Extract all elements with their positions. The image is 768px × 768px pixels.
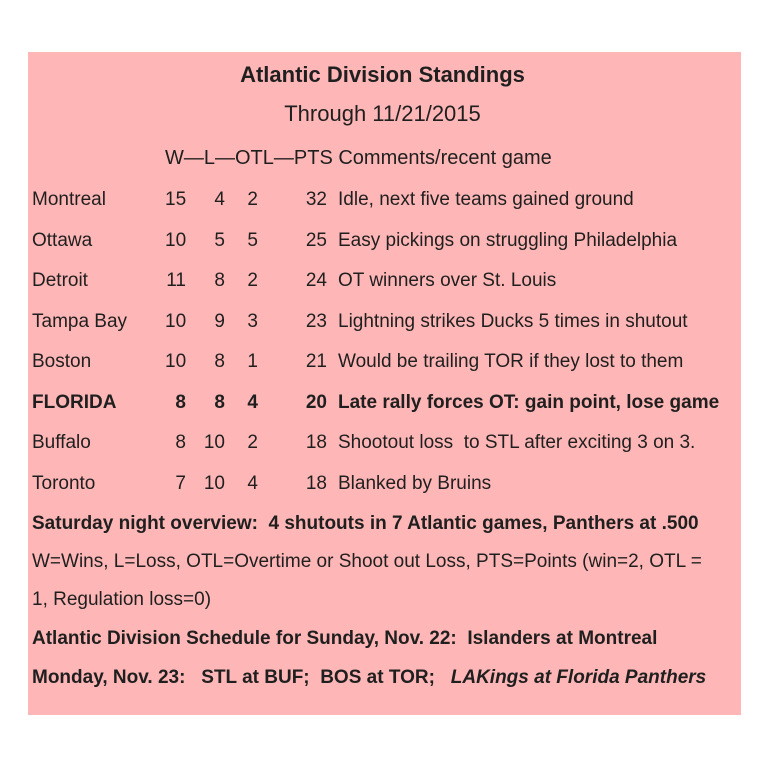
otl-value: 4 [247, 391, 258, 413]
comment-text: Lightning strikes Ducks 5 times in shuto… [338, 310, 688, 332]
losses-value: 9 [214, 310, 225, 332]
points-value: 32 [305, 189, 327, 211]
wins-value: 10 [165, 351, 187, 373]
comment-text: Idle, next five teams gained ground [338, 189, 634, 211]
wins-value: 10 [165, 310, 187, 332]
comment-text: Easy pickings on struggling Philadelphia [338, 229, 678, 251]
abbreviation-legend: W=Wins, L=Loss, OTL=Overtime or Shoot ou… [32, 551, 702, 610]
team-name: Ottawa [32, 229, 93, 251]
wins-value: 7 [175, 472, 186, 494]
standings-row: Toronto 7 10 4 18 Blanked by Bruins [32, 464, 733, 505]
otl-value: 4 [247, 472, 258, 494]
points-value: 20 [305, 391, 327, 413]
monday-schedule-note: Monday, Nov. 23: STL at BUF; BOS at TOR;… [32, 658, 733, 697]
monday-schedule-italic-text: LAKings at Florida Panthers [450, 667, 707, 688]
monday-schedule-text: Monday, Nov. 23: STL at BUF; BOS at TOR; [32, 667, 451, 688]
comment-text: OT winners over St. Louis [338, 270, 557, 292]
losses-value: 8 [214, 391, 225, 413]
otl-value: 5 [247, 229, 258, 251]
date-subtitle: Through 11/21/2015 [284, 101, 481, 126]
otl-value: 2 [247, 270, 258, 292]
wins-value: 11 [166, 270, 186, 292]
standings-row: Tampa Bay 10 9 3 23 Lightning strikes Du… [32, 302, 733, 343]
saturday-overview-note: Saturday night overview: 4 shutouts in 7… [32, 513, 699, 534]
team-name: Detroit [32, 270, 88, 292]
wins-value: 8 [175, 432, 186, 454]
points-value: 18 [305, 472, 327, 494]
wins-value: 10 [165, 229, 187, 251]
losses-value: 4 [214, 189, 225, 211]
comment-text: Shootout loss to STL after exciting 3 on… [338, 432, 696, 454]
team-name: Boston [32, 351, 92, 373]
losses-value: 8 [214, 351, 225, 373]
standings-row: Boston 10 8 1 21 Would be trailing TOR i… [32, 342, 733, 383]
wins-value: 15 [165, 189, 187, 211]
team-name: Toronto [32, 472, 96, 494]
team-name: Montreal [32, 189, 106, 211]
standings-row: Montreal 15 4 2 32 Idle, next five teams… [32, 180, 733, 221]
comment-text: Late rally forces OT: gain point, lose g… [338, 391, 720, 413]
otl-value: 1 [247, 351, 258, 373]
otl-value: 3 [247, 310, 258, 332]
comment-text: Blanked by Bruins [338, 472, 492, 494]
points-value: 23 [305, 310, 327, 332]
points-value: 18 [305, 432, 327, 454]
wins-value: 8 [175, 391, 186, 413]
points-value: 21 [305, 351, 327, 373]
team-name: Tampa Bay [32, 310, 128, 332]
column-header: W—L—OTL—PTS Comments/recent game [165, 147, 552, 169]
points-value: 24 [305, 270, 327, 292]
standings-row: Detroit 11 8 2 24 OT winners over St. Lo… [32, 261, 733, 302]
page-title: Atlantic Division Standings [240, 62, 525, 87]
losses-value: 5 [214, 229, 225, 251]
losses-value: 10 [203, 472, 225, 494]
team-name: Buffalo [32, 432, 91, 454]
team-name: FLORIDA [32, 391, 117, 413]
standings-row: Buffalo 8 10 2 18 Shootout loss to STL a… [32, 423, 733, 464]
standings-panel: Atlantic Division Standings Through 11/2… [28, 52, 741, 715]
sunday-schedule-note: Atlantic Division Schedule for Sunday, N… [32, 628, 658, 649]
losses-value: 8 [214, 270, 225, 292]
otl-value: 2 [247, 432, 258, 454]
otl-value: 2 [247, 189, 258, 211]
standings-row: Ottawa 10 5 5 25 Easy pickings on strugg… [32, 221, 733, 262]
standings-row-highlighted: FLORIDA 8 8 4 20 Late rally forces OT: g… [32, 383, 733, 424]
comment-text: Would be trailing TOR if they lost to th… [338, 351, 684, 373]
notes-section: Saturday night overview: 4 shutouts in 7… [32, 504, 733, 697]
losses-value: 10 [203, 432, 225, 454]
points-value: 25 [305, 229, 327, 251]
